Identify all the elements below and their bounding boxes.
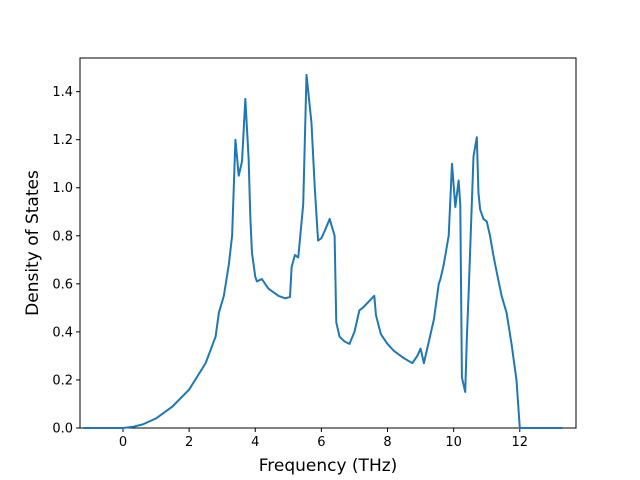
y-tick-label: 1.4	[52, 85, 73, 100]
y-tick-label: 0.0	[52, 422, 73, 437]
x-tick-label: 10	[445, 435, 462, 450]
x-tick-label: 12	[512, 435, 529, 450]
y-axis-ticks: 0.0 0.2 0.4 0.6 0.8 1.0 1.2 1.4	[52, 85, 80, 437]
x-tick-label: 8	[383, 435, 391, 450]
y-axis-title: Density of States	[23, 170, 43, 316]
x-axis-title: Frequency (THz)	[259, 456, 398, 476]
y-tick-label: 1.0	[52, 181, 73, 196]
x-tick-label: 6	[317, 435, 325, 450]
y-tick-label: 0.4	[52, 325, 73, 340]
y-tick-label: 0.6	[52, 277, 73, 292]
y-tick-label: 0.8	[52, 229, 73, 244]
dos-series-line	[83, 73, 563, 429]
x-tick-label: 4	[251, 435, 259, 450]
y-tick-label: 0.2	[52, 373, 73, 388]
y-tick-label: 1.2	[52, 133, 73, 148]
plot-frame	[79, 57, 577, 429]
x-tick-label: 0	[119, 435, 127, 450]
x-axis-ticks: 0 2 4 6 8 10 12	[119, 428, 528, 450]
x-tick-label: 2	[185, 435, 193, 450]
